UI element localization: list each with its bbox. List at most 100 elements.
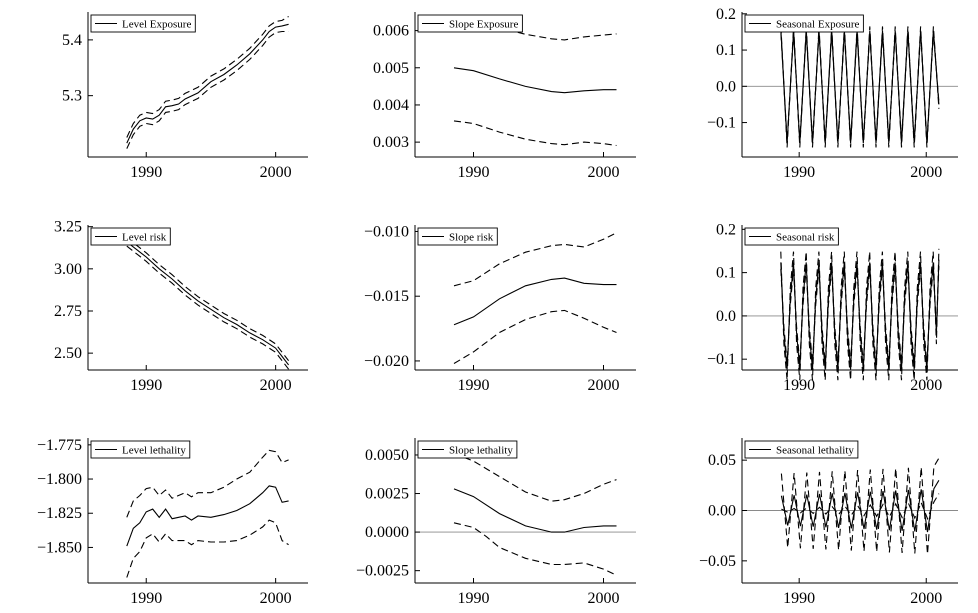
y-tick-label: 2.50 [54, 345, 82, 362]
series-line-band [453, 120, 617, 147]
legend-entry: Level Exposure [122, 19, 191, 31]
x-tick-label: 2000 [910, 590, 942, 607]
series-line-band [453, 309, 617, 364]
x-tick-label: 1990 [130, 377, 162, 394]
y-tick-label: 0.004 [373, 97, 409, 114]
y-tick-label: −0.010 [364, 223, 409, 240]
x-tick-label: 2000 [588, 377, 620, 394]
legend-box [90, 440, 191, 459]
x-tick-label: 1990 [783, 164, 815, 181]
chart-panel-2: 0.003 0.004 0.005 0.006 1990 2000 Slope Exposu… [373, 12, 636, 181]
series-line-band [126, 16, 289, 138]
y-tick-label: −1.850 [37, 539, 82, 556]
series-line-estimate [126, 241, 290, 366]
x-tick-label: 1990 [458, 164, 490, 181]
legend: Slope Exposure [417, 14, 523, 33]
y-tick-label: 0.2 [716, 221, 736, 238]
x-tick-label: 2000 [910, 164, 942, 181]
x-tick-label: 2000 [588, 590, 620, 607]
y-tick-label: −1.825 [37, 505, 82, 522]
y-tick-label: −0.05 [699, 553, 736, 570]
legend-box [90, 227, 171, 246]
series-line-band [126, 245, 290, 370]
y-tick-label: 0.00 [708, 503, 736, 520]
series-line-estimate [780, 259, 940, 370]
legend-box [417, 14, 523, 33]
y-tick-label: −1.775 [37, 437, 82, 454]
legend-entry: Slope Exposure [449, 19, 518, 31]
legend-entry: Seasonal risk [776, 232, 835, 244]
y-tick-label: 0.2 [716, 6, 736, 23]
legend: Seasonal lethality [744, 440, 859, 459]
y-tick-label: 3.00 [54, 261, 82, 278]
legend: Level risk [90, 227, 171, 246]
chart-panel-1: 5.3 5.4 1990 2000 Level Exposure [62, 12, 308, 181]
series-line-band [780, 33, 940, 141]
series-line-estimate [453, 488, 617, 533]
chart-panel-8: −0.0025 0.0000 0.0025 0.0050 1990 2000 Slope l… [356, 438, 636, 607]
chart-panel-5: −0.020 −0.015 −0.010 1990 2000 Slope risk [364, 223, 636, 394]
legend-entry: Slope lethality [449, 445, 513, 457]
legend-entry: Seasonal lethality [776, 445, 854, 457]
y-tick-label: −1.800 [37, 471, 82, 488]
series-line-estimate [453, 277, 617, 326]
series-line-band [780, 266, 940, 363]
x-tick-label: 2000 [588, 164, 620, 181]
x-tick-label: 1990 [130, 164, 162, 181]
legend: Slope risk [417, 227, 498, 246]
y-tick-label: 0.1 [716, 265, 736, 282]
series-line-band [126, 237, 290, 362]
legend: Level Exposure [90, 14, 196, 33]
y-tick-label: 0.05 [708, 452, 736, 469]
y-tick-label: 0.0 [716, 308, 736, 325]
y-tick-label: −0.1 [707, 115, 736, 132]
y-tick-label: 0.006 [373, 23, 409, 40]
chart-panel-9: −0.05 0.00 0.05 1990 2000 Seasonal lethality [699, 438, 958, 607]
y-tick-label: 2.75 [54, 303, 82, 320]
x-tick-label: 2000 [260, 377, 292, 394]
y-tick-label: −0.1 [707, 351, 736, 368]
y-tick-label: −0.020 [364, 353, 409, 370]
x-tick-label: 1990 [130, 590, 162, 607]
legend: Seasonal Exposure [744, 14, 864, 33]
x-tick-label: 1990 [458, 590, 490, 607]
legend: Level lethality [90, 440, 191, 459]
x-tick-label: 2000 [260, 590, 292, 607]
chart-panel-3: −0.1 0.0 0.1 0.2 1990 2000 Seasonal Exposure [707, 6, 958, 181]
x-tick-label: 1990 [783, 590, 815, 607]
series-line-band [453, 522, 617, 576]
legend: Slope lethality [417, 440, 518, 459]
y-tick-label: 0.0 [716, 78, 736, 95]
legend-entry: Level risk [122, 232, 167, 244]
chart-panel-4: 2.50 2.75 3.00 3.25 1990 2000 Level risk [54, 219, 308, 394]
series-line-estimate [126, 485, 289, 547]
legend-entry: Slope risk [449, 232, 494, 244]
legend-box [90, 14, 196, 33]
y-tick-label: 0.0000 [365, 524, 409, 541]
y-tick-label: 5.3 [62, 88, 82, 105]
series-line-estimate [126, 23, 289, 144]
legend-box [417, 227, 498, 246]
series-line-band [126, 449, 289, 518]
series-line-band [126, 30, 289, 149]
series-line-estimate [453, 67, 617, 94]
legend-box [417, 440, 518, 459]
y-tick-label: 0.003 [373, 134, 409, 151]
y-tick-label: 0.005 [373, 60, 409, 77]
y-tick-label: −0.015 [364, 288, 409, 305]
x-tick-label: 2000 [260, 164, 292, 181]
series-line-band [126, 519, 289, 578]
y-tick-label: −0.0025 [356, 563, 409, 580]
legend-box [744, 440, 859, 459]
x-tick-label: 1990 [783, 377, 815, 394]
x-tick-label: 2000 [910, 377, 942, 394]
chart-panel-7: −1.850 −1.825 −1.800 −1.775 1990 2000 Level le… [37, 437, 308, 607]
y-tick-label: 0.1 [716, 42, 736, 59]
x-tick-label: 1990 [458, 377, 490, 394]
legend-box [744, 227, 839, 246]
series-line-band [781, 493, 940, 521]
y-tick-label: 0.0050 [365, 447, 409, 464]
legend: Seasonal risk [744, 227, 839, 246]
legend-box [744, 14, 864, 33]
